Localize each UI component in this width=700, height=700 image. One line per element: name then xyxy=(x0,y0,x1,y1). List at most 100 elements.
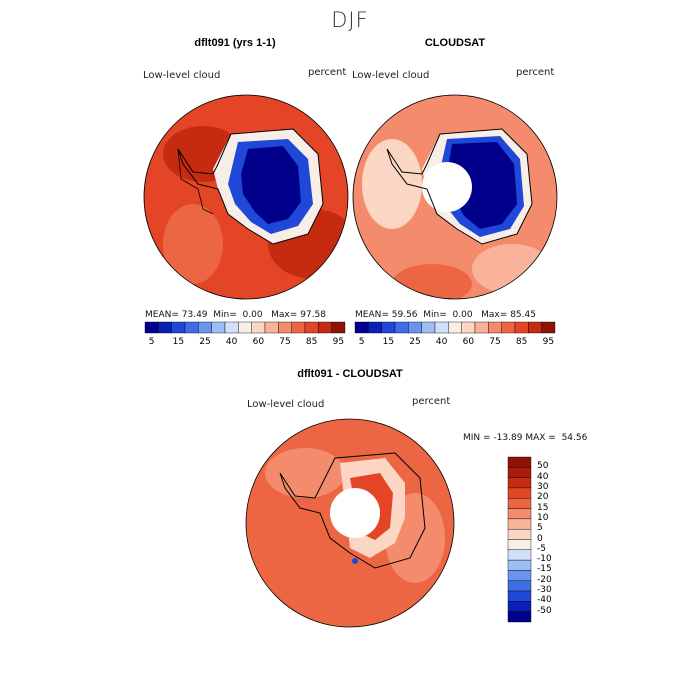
colorbar-model xyxy=(144,321,346,334)
min-label: Min= xyxy=(423,310,447,320)
colorbar-tick-label: 15 xyxy=(537,502,549,513)
colorbar-swatch xyxy=(354,321,369,334)
map-model-mid-patch xyxy=(163,204,223,284)
panel1-field-label: Low-level cloud xyxy=(143,70,221,81)
colorbar-tick-label: 75 xyxy=(489,337,501,347)
colorbar-swatch xyxy=(211,321,226,334)
colorbar-tick-label: -5 xyxy=(537,543,546,554)
colorbar-swatch xyxy=(514,321,529,334)
colorbar-swatch xyxy=(304,321,319,334)
map-cloudsat-coastline xyxy=(386,128,533,245)
colorbar-swatch xyxy=(507,559,532,571)
map-cloudsat-pale-patch-2 xyxy=(472,244,552,294)
colorbar-tick-label: 20 xyxy=(537,492,549,503)
colorbar-difference xyxy=(507,456,532,623)
colorbar-swatch xyxy=(368,321,382,334)
colorbar-tick-label: 5 xyxy=(148,337,155,347)
colorbar-swatch xyxy=(507,467,532,478)
season-title: DJF xyxy=(331,8,369,32)
diff-min-label: MIN = xyxy=(463,433,491,443)
colorbar-swatch xyxy=(507,477,532,489)
map-cloudsat-pale-patch xyxy=(362,139,422,229)
map-difference-negative-spot xyxy=(352,558,358,564)
colorbar-swatch xyxy=(488,321,502,334)
colorbar-swatch xyxy=(238,321,252,334)
colorbar-tick-label: 0 xyxy=(537,533,543,544)
colorbar-swatch xyxy=(434,321,449,334)
colorbar-swatch xyxy=(474,321,489,334)
map-model-border xyxy=(143,94,349,300)
colorbar-tick-label: -20 xyxy=(537,574,552,585)
panel2-min-value: 0.00 xyxy=(452,310,473,320)
mean-label: MEAN= xyxy=(355,310,389,320)
colorbar-swatch xyxy=(251,321,266,334)
colorbar-model-ticks: 5 15 25 40 60 75 85 95 xyxy=(145,337,345,349)
colorbar-tick-label: 5 xyxy=(537,523,543,534)
colorbar-tick-label: 60 xyxy=(252,337,265,347)
colorbar-tick-label: 10 xyxy=(537,512,549,523)
diff-stats: MIN = -13.89 MAX = 54.56 xyxy=(463,433,587,443)
colorbar-swatch xyxy=(461,321,476,334)
panel2-field-label: Low-level cloud xyxy=(352,70,430,81)
map-model-antarctica-low xyxy=(241,146,301,224)
map-difference-pole-gap xyxy=(330,488,380,538)
colorbar-swatch xyxy=(224,321,239,334)
colorbar-tick-label: -40 xyxy=(537,595,552,606)
max-label: Max= xyxy=(481,310,508,320)
colorbar-tick-label: 15 xyxy=(382,337,395,347)
colorbar-swatch xyxy=(507,601,532,612)
colorbar-tick-label: 5 xyxy=(358,337,365,347)
colorbar-tick-label: 85 xyxy=(305,337,318,347)
panel1-min-value: 0.00 xyxy=(242,310,263,320)
mean-label: MEAN= xyxy=(145,310,179,320)
colorbar-swatch xyxy=(507,549,532,561)
panel2-mean-value: 59.56 xyxy=(391,310,418,320)
diff-min-value: -13.89 xyxy=(493,433,523,443)
map-difference-border xyxy=(245,418,455,628)
colorbar-swatch xyxy=(541,321,556,334)
colorbar-swatch xyxy=(501,321,516,334)
colorbar-swatch xyxy=(528,321,542,334)
panel1-max-value: 97.58 xyxy=(300,310,326,320)
colorbar-swatch xyxy=(394,321,409,334)
colorbar-swatch xyxy=(507,498,532,509)
map-difference xyxy=(245,418,455,628)
colorbar-tick-label: 85 xyxy=(515,337,528,347)
colorbar-swatch xyxy=(507,456,532,468)
panel1-units-label: percent xyxy=(308,67,347,78)
map-model-coastline xyxy=(177,128,324,245)
colorbar-tick-label: 25 xyxy=(199,337,211,347)
colorbar-swatch xyxy=(144,321,159,334)
colorbar-swatch xyxy=(448,321,462,334)
map-cloudsat-antarctica-low xyxy=(447,142,517,229)
colorbar-swatch xyxy=(331,321,346,334)
colorbar-tick-label: 15 xyxy=(172,337,185,347)
map-difference-coastline xyxy=(279,452,426,569)
panel2-stats: MEAN= 59.56 Min= 0.00 Max= 85.45 xyxy=(355,310,536,320)
colorbar-swatch xyxy=(507,570,532,581)
colorbar-swatch xyxy=(264,321,279,334)
panel1-title: dflt091 (yrs 1-1) xyxy=(194,37,276,49)
colorbar-tick-label: 40 xyxy=(435,337,448,347)
colorbar-tick-label: 30 xyxy=(537,481,549,492)
colorbar-tick-label: -30 xyxy=(537,585,552,596)
diff-max-label: MAX = xyxy=(525,433,556,443)
colorbar-tick-label: 40 xyxy=(225,337,238,347)
colorbar-cloudsat-ticks: 5 15 25 40 60 75 85 95 xyxy=(355,337,555,349)
min-label: Min= xyxy=(213,310,237,320)
colorbar-swatch xyxy=(171,321,186,334)
map-cloudsat xyxy=(352,94,558,300)
colorbar-swatch xyxy=(184,321,199,334)
colorbar-tick-label: -15 xyxy=(537,564,552,575)
colorbar-tick-label: -10 xyxy=(537,554,552,565)
colorbar-tick-label: 75 xyxy=(279,337,291,347)
colorbar-cloudsat xyxy=(354,321,556,334)
map-cloudsat-mid-patch xyxy=(392,264,472,299)
colorbar-difference-ticks: 50 40 30 20 15 10 5 0 -5 -10 -15 -20 -30 -40 -50 xyxy=(537,457,577,622)
colorbar-swatch xyxy=(507,508,532,520)
colorbar-swatch xyxy=(318,321,332,334)
colorbar-tick-label: 60 xyxy=(462,337,475,347)
panel2-max-value: 85.45 xyxy=(510,310,536,320)
map-cloudsat-pole-gap xyxy=(422,162,472,212)
diff-field-label: Low-level cloud xyxy=(247,399,325,410)
